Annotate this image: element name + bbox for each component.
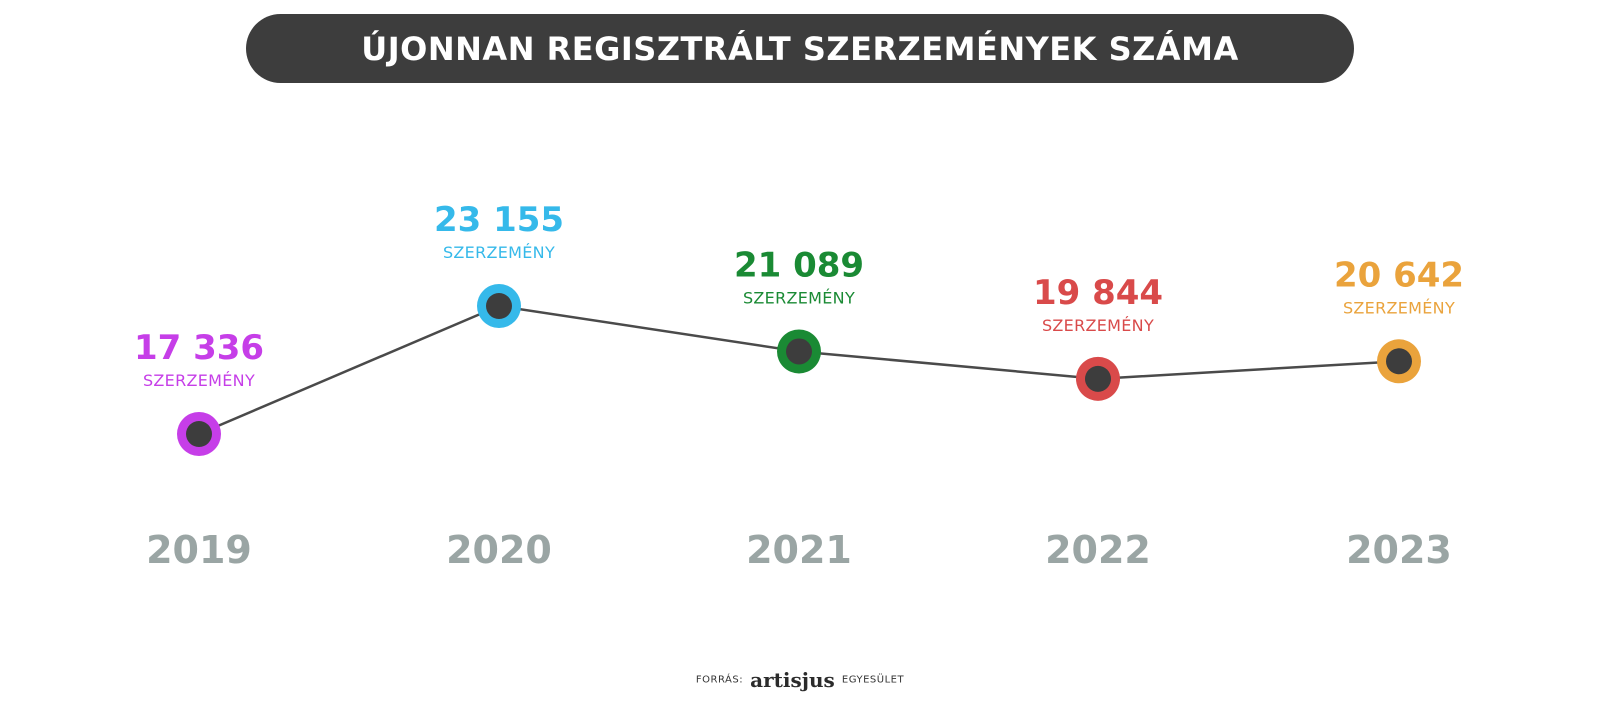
data-unit-label: SZERZEMÉNY	[443, 243, 555, 262]
x-tick-label: 2023	[1346, 528, 1452, 572]
data-point	[1085, 365, 1111, 392]
data-point	[1386, 348, 1412, 375]
x-tick-label: 2022	[1045, 528, 1151, 572]
data-point	[486, 293, 512, 319]
source-credit: FORRÁS: artisjus EGYESÜLET	[0, 668, 1600, 692]
data-label: 19 844	[1033, 273, 1163, 313]
data-label: 20 642	[1334, 255, 1464, 295]
line-chart: 17 336 SZERZEMÉNY 2019 23 155 SZERZEMÉNY 2020…	[134, 200, 1464, 572]
data-unit-label: SZERZEMÉNY	[1042, 316, 1154, 335]
data-unit-label: SZERZEMÉNY	[1343, 298, 1455, 317]
x-tick-label: 2020	[446, 528, 552, 572]
title-banner: ÚJONNAN REGISZTRÁLT SZERZEMÉNYEK SZÁMA	[246, 14, 1354, 83]
x-tick-label: 2019	[146, 528, 252, 572]
data-label: 17 336	[134, 328, 264, 368]
source-brand-logo: artisjus	[750, 668, 835, 692]
data-point	[186, 421, 212, 447]
source-suffix: EGYESÜLET	[841, 674, 905, 686]
data-point	[786, 338, 812, 365]
data-label: 21 089	[734, 245, 864, 285]
data-unit-label: SZERZEMÉNY	[143, 371, 255, 390]
data-unit-label: SZERZEMÉNY	[743, 288, 855, 307]
chart-title: ÚJONNAN REGISZTRÁLT SZERZEMÉNYEK SZÁMA	[361, 29, 1239, 68]
x-tick-label: 2021	[746, 528, 852, 572]
source-prefix: FORRÁS:	[695, 674, 744, 686]
data-label: 23 155	[434, 200, 564, 240]
